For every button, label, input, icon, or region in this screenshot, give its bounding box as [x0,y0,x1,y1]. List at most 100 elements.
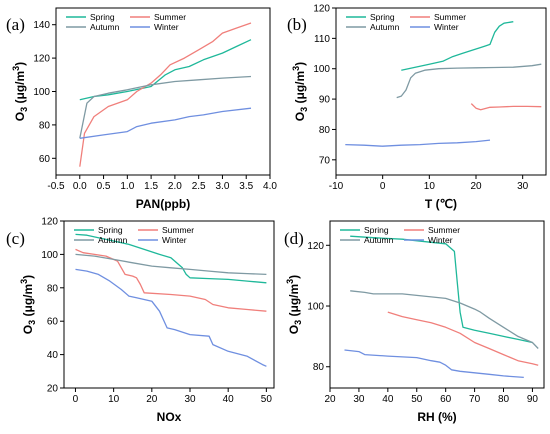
y-axis-label: O3 (μg/m3) [11,62,29,121]
legend-label-autumn: Autumn [370,22,400,32]
panel-label: (b) [287,15,307,34]
x-tick-label: 0.5 [97,181,111,192]
x-tick-label: 0.0 [73,181,87,192]
y-axis-label: O3 (μg/m3) [285,275,303,334]
legend-label-spring: Spring [370,12,395,22]
x-tick-label: 3.0 [215,181,229,192]
y-axis-label: O3 (μg/m3) [291,62,309,121]
plot-frame [55,7,271,176]
x-tick-label: 50 [411,394,423,405]
x-tick-label: 50 [261,394,273,405]
y-tick-label: 100 [307,302,324,313]
x-tick-label: 40 [382,394,394,405]
panel-label: (c) [6,229,25,248]
x-tick-label: 2.5 [192,181,206,192]
y-tick-label: 120 [41,217,58,228]
y-tick-label: 80 [47,283,59,294]
y-tick-label: 100 [41,250,58,261]
chart-panel-b: -10 0 10 20 30 70 80 90 100 110 120 Spring Summer Aut… [287,4,547,211]
chart-panel-c: 0 10 20 30 40 50 20 40 60 80 100 120 Spring Summer Aut… [6,217,275,424]
chart-panel-a: -0.5 0.0 0.5 1.0 1.5 2.0 2.5 3.0 3.5 4.0 60 80 100 12… [6,7,277,211]
y-tick-label: 120 [307,241,324,252]
x-tick-label: 30 [353,394,365,405]
panel-label: (a) [6,15,25,34]
series-line-winter [75,268,267,367]
panel-label: (d) [284,229,304,248]
y-tick-label: 20 [47,384,59,395]
y-tick-label: 80 [39,120,51,131]
x-axis-label: NOx [157,410,182,424]
series-line-winter [344,349,524,379]
x-axis-label: PAN(ppb) [136,197,190,211]
chart-panel-d: 20 30 40 50 60 70 80 90 80 100 120 Spring Summer Autu… [284,220,545,424]
y-tick-label: 60 [47,317,59,328]
series-line-winter [79,107,252,139]
legend: Spring Summer Autumn Winter [340,225,460,245]
plot-frame [335,7,547,176]
plot-frame [329,220,545,389]
series-line-winter [345,139,491,147]
x-tick-label: 40 [223,394,235,405]
x-axis-label: T (℃) [425,197,457,211]
x-tick-label: 20 [324,394,336,405]
x-tick-label: 10 [424,181,436,192]
y-tick-label: 120 [33,54,50,65]
series-line-spring [79,39,252,101]
series-line-summer [75,248,267,312]
legend-label-autumn: Autumn [364,235,394,245]
x-tick-label: 90 [527,394,539,405]
plot-frame [63,220,275,389]
x-tick-label: 3.5 [239,181,253,192]
legend-label-winter: Winter [162,235,187,245]
legend-label-spring: Spring [90,12,115,22]
x-tick-label: -0.5 [47,181,65,192]
legend: Spring Summer Autumn Winter [74,225,194,245]
x-tick-label: 4.0 [263,181,277,192]
y-tick-label: 140 [33,20,50,31]
x-axis-label: RH (%) [417,410,456,424]
x-tick-label: 1.5 [144,181,158,192]
series-line-summer [79,22,252,167]
x-tick-label: 10 [108,394,120,405]
series-line-spring [75,233,267,284]
legend-label-summer: Summer [428,225,460,235]
x-tick-label: 30 [184,394,196,405]
legend-label-autumn: Autumn [98,235,128,245]
legend-label-spring: Spring [364,225,389,235]
legend-label-winter: Winter [434,22,459,32]
series-line-summer [387,311,539,366]
legend-label-summer: Summer [162,225,194,235]
legend-label-summer: Summer [154,12,186,22]
x-tick-label: 2.0 [168,181,182,192]
x-tick-label: 1.0 [120,181,134,192]
series-line-autumn [350,290,539,349]
x-tick-label: 0 [73,394,79,405]
legend-label-summer: Summer [434,12,466,22]
x-tick-label: 0 [380,181,386,192]
x-tick-label: 70 [469,394,481,405]
y-tick-label: 100 [33,87,50,98]
y-tick-label: 40 [47,350,59,361]
y-tick-label: 80 [319,125,331,136]
x-tick-label: 20 [146,394,158,405]
y-tick-label: 60 [39,154,51,165]
series-line-autumn [79,75,252,139]
y-axis-label: O3 (μg/m3) [19,275,37,334]
series-line-autumn [75,253,267,276]
y-tick-label: 80 [313,362,325,373]
legend-label-winter: Winter [154,22,179,32]
y-tick-label: 90 [319,95,331,106]
y-tick-label: 120 [313,4,330,15]
series-line-spring [401,21,514,71]
y-tick-label: 110 [314,34,330,45]
x-tick-label: 20 [470,181,482,192]
legend-label-spring: Spring [98,225,123,235]
y-tick-label: 70 [319,155,331,166]
legend-label-winter: Winter [428,235,453,245]
x-tick-label: 80 [498,394,510,405]
legend: Spring Summer Autumn Winter [66,12,186,32]
legend: Spring Summer Autumn Winter [346,12,466,32]
series-line-summer [470,103,542,111]
series-line-autumn [396,63,542,99]
